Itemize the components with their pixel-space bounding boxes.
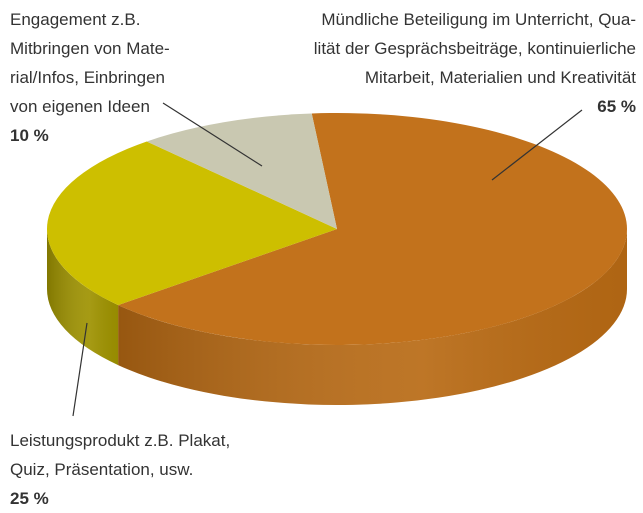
slice [118, 113, 628, 345]
value-label: 65 % [597, 97, 636, 116]
slice-label: Leistungsprodukt z.B. Plakat, Quiz, Präs… [10, 431, 231, 479]
slice [47, 141, 338, 306]
leader-line [491, 109, 583, 181]
slice-label: Engagement z.B. Mitbringen von Mate- ria… [10, 10, 170, 116]
pie [47, 113, 628, 405]
value-label: 10 % [10, 126, 49, 145]
slice [146, 113, 337, 229]
leader-line [72, 322, 88, 417]
value-label: 25 % [10, 489, 49, 508]
slice-label: Mündliche Beteiligung im Unterricht, Qua… [313, 10, 636, 87]
side-shade [118, 229, 628, 405]
side-shade [47, 229, 119, 366]
leader-line [162, 102, 263, 167]
